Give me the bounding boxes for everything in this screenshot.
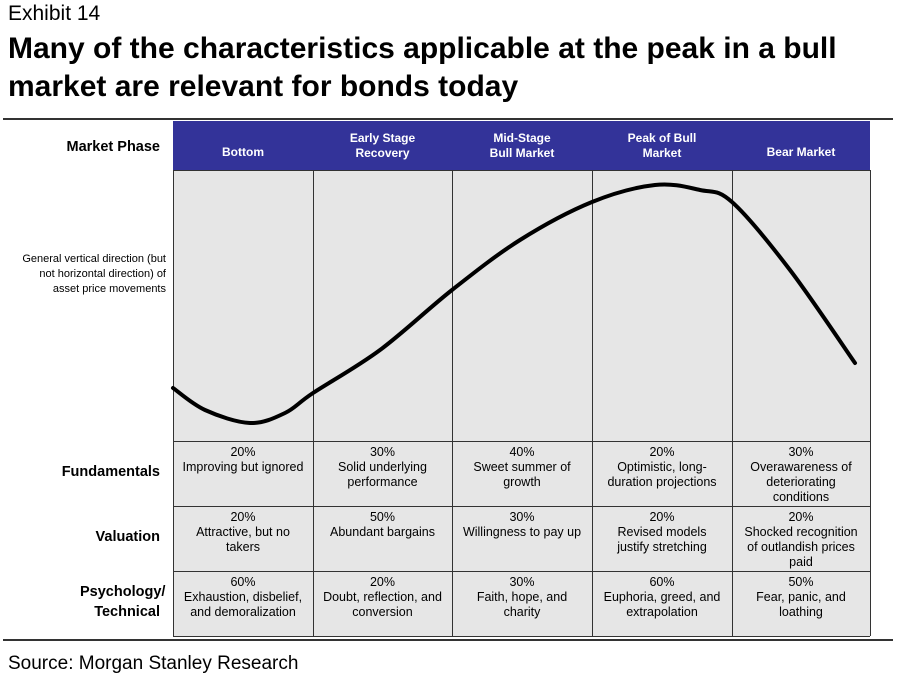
row-divider bbox=[173, 506, 870, 507]
phase-header-1: Early Stage Recovery bbox=[313, 121, 452, 170]
cell-description: Shocked recognition of outlandish prices… bbox=[744, 525, 858, 569]
cell-percentage: 20% bbox=[649, 510, 675, 524]
column-divider bbox=[732, 170, 733, 636]
phase-header-line2: Market bbox=[642, 145, 682, 160]
table-cell: 50% Fear, panic, and loathing bbox=[732, 571, 870, 636]
cell-percentage: 30% bbox=[509, 510, 535, 524]
page-title: Many of the characteristics applicable a… bbox=[8, 32, 837, 103]
table-cell: 40% Sweet summer of growth bbox=[452, 441, 592, 506]
row-label-1: Valuation bbox=[95, 528, 160, 545]
cell-description: Solid underlying performance bbox=[338, 460, 427, 489]
cell-description: Faith, hope, and charity bbox=[476, 590, 568, 619]
phase-header-line2: Bull Market bbox=[489, 145, 555, 160]
column-divider bbox=[870, 170, 871, 636]
cell-percentage: 40% bbox=[509, 445, 535, 459]
market-phase-label: Market Phase bbox=[66, 139, 161, 155]
cell-percentage: 50% bbox=[788, 575, 814, 589]
row-label-2: Psychology/ Technical bbox=[80, 583, 166, 620]
phase-header-line1: Early Stage bbox=[349, 130, 416, 145]
cell-percentage: 20% bbox=[788, 510, 814, 524]
cell-description: Overawareness of deteriorating condition… bbox=[750, 460, 852, 504]
curve-label: General vertical direction (but not hori… bbox=[22, 253, 166, 295]
price-curve-area bbox=[173, 170, 870, 441]
phase-header-3: Peak of Bull Market bbox=[592, 121, 732, 170]
table-cell: 20% Attractive, but no takers bbox=[173, 506, 313, 571]
cell-description: Fear, panic, and loathing bbox=[756, 590, 846, 619]
table-cell: 20% Optimistic, long-duration projections bbox=[592, 441, 732, 506]
table-cell: 60% Euphoria, greed, and extrapolation bbox=[592, 571, 732, 636]
cell-percentage: 20% bbox=[369, 575, 396, 589]
phase-header-0: Bottom bbox=[173, 121, 313, 170]
top-rule bbox=[3, 118, 893, 120]
exhibit-label: Exhibit 14 bbox=[8, 2, 101, 25]
cell-description: Improving but ignored bbox=[182, 460, 304, 474]
asset-price-curve bbox=[171, 182, 857, 426]
table-cell: 30% Solid underlying performance bbox=[313, 441, 452, 506]
cell-description: Optimistic, long-duration projections bbox=[607, 460, 717, 489]
table-cell: 20% Revised models justify stretching bbox=[592, 506, 732, 571]
cell-description: Abundant bargains bbox=[330, 525, 435, 539]
bottom-rule bbox=[3, 639, 893, 641]
table-cell: 30% Overawareness of deteriorating condit… bbox=[732, 441, 870, 506]
cell-percentage: 30% bbox=[369, 445, 396, 459]
table-cell: 20% Doubt, reflection, and conversion bbox=[313, 571, 452, 636]
cell-percentage: 60% bbox=[649, 575, 675, 589]
phase-header-line2: Bottom bbox=[222, 145, 264, 159]
row-divider bbox=[173, 571, 870, 572]
cell-description: Attractive, but no takers bbox=[196, 525, 290, 554]
phase-header-line1: Mid-Stage bbox=[493, 130, 551, 145]
column-divider bbox=[173, 170, 174, 636]
table-cell: 30% Faith, hope, and charity bbox=[452, 571, 592, 636]
cell-percentage: 50% bbox=[369, 510, 396, 524]
cell-percentage: 60% bbox=[230, 575, 256, 589]
cell-description: Doubt, reflection, and conversion bbox=[323, 590, 442, 619]
cell-percentage: 20% bbox=[649, 445, 675, 459]
table-cell: 60% Exhaustion, disbelief, and demoraliza… bbox=[173, 571, 313, 636]
cell-percentage: 20% bbox=[230, 510, 256, 524]
cell-percentage: 20% bbox=[230, 445, 256, 459]
source-note: Source: Morgan Stanley Research bbox=[8, 653, 299, 674]
table-cell: 50% Abundant bargains bbox=[313, 506, 452, 571]
phase-header-4: Bear Market bbox=[732, 121, 870, 170]
table-cell: 30% Willingness to pay up bbox=[452, 506, 592, 571]
row-label-0: Fundamentals bbox=[61, 463, 160, 480]
cell-percentage: 30% bbox=[509, 575, 535, 589]
phase-header-line1: Peak of Bull bbox=[627, 130, 697, 145]
cell-percentage: 30% bbox=[788, 445, 814, 459]
row-divider bbox=[173, 170, 870, 171]
column-divider bbox=[452, 170, 453, 636]
cell-description: Sweet summer of growth bbox=[473, 460, 571, 489]
table-cell: 20% Shocked recognition of outlandish pri… bbox=[732, 506, 870, 571]
cell-description: Revised models justify stretching bbox=[617, 525, 707, 554]
phase-header-2: Mid-Stage Bull Market bbox=[452, 121, 592, 170]
phase-header-line2: Bear Market bbox=[766, 145, 836, 159]
phase-header-line2: Recovery bbox=[355, 145, 410, 160]
row-divider bbox=[173, 636, 870, 637]
cell-description: Willingness to pay up bbox=[462, 525, 582, 539]
column-divider bbox=[313, 170, 314, 636]
column-divider bbox=[592, 170, 593, 636]
cell-description: Euphoria, greed, and extrapolation bbox=[603, 590, 721, 619]
table-cell: 20% Improving but ignored bbox=[173, 441, 313, 506]
cell-description: Exhaustion, disbelief, and demoralizatio… bbox=[183, 590, 303, 619]
row-divider bbox=[173, 441, 870, 442]
